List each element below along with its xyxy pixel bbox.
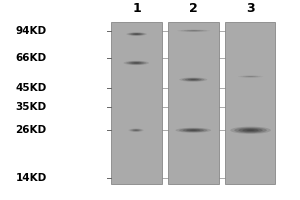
Ellipse shape (176, 128, 211, 133)
Bar (111, 22, 162, 184)
Ellipse shape (130, 129, 142, 132)
Ellipse shape (243, 76, 258, 77)
Ellipse shape (230, 127, 271, 134)
Text: 35KD: 35KD (16, 102, 47, 112)
Text: 2: 2 (189, 2, 198, 15)
Ellipse shape (240, 76, 261, 77)
Ellipse shape (186, 129, 200, 131)
Ellipse shape (129, 62, 144, 64)
Ellipse shape (133, 130, 139, 131)
Text: 1: 1 (132, 2, 141, 15)
Ellipse shape (179, 77, 207, 82)
Ellipse shape (247, 130, 255, 131)
Ellipse shape (184, 30, 204, 31)
Ellipse shape (188, 79, 199, 80)
Ellipse shape (126, 61, 146, 65)
Ellipse shape (128, 129, 144, 132)
Ellipse shape (124, 61, 149, 65)
Text: 3: 3 (246, 2, 254, 15)
Bar (225, 22, 275, 184)
Ellipse shape (134, 130, 138, 131)
Ellipse shape (242, 129, 259, 132)
Ellipse shape (238, 128, 263, 132)
Text: 26KD: 26KD (16, 125, 47, 135)
Ellipse shape (133, 33, 141, 35)
Ellipse shape (190, 79, 196, 80)
Ellipse shape (179, 128, 208, 132)
Ellipse shape (248, 76, 253, 77)
Ellipse shape (131, 62, 141, 64)
Ellipse shape (181, 30, 207, 32)
Ellipse shape (128, 33, 145, 35)
Ellipse shape (183, 129, 204, 132)
Ellipse shape (187, 30, 200, 31)
Text: 66KD: 66KD (16, 53, 47, 63)
Ellipse shape (190, 130, 197, 131)
Ellipse shape (177, 30, 210, 32)
Ellipse shape (245, 76, 256, 77)
Bar (168, 22, 219, 184)
Text: 14KD: 14KD (16, 173, 47, 183)
Ellipse shape (234, 127, 267, 133)
Ellipse shape (130, 33, 143, 35)
Ellipse shape (185, 78, 202, 81)
Text: 45KD: 45KD (16, 83, 47, 93)
Ellipse shape (131, 129, 141, 131)
Ellipse shape (182, 78, 205, 81)
Ellipse shape (126, 32, 147, 36)
Text: 94KD: 94KD (16, 26, 47, 36)
